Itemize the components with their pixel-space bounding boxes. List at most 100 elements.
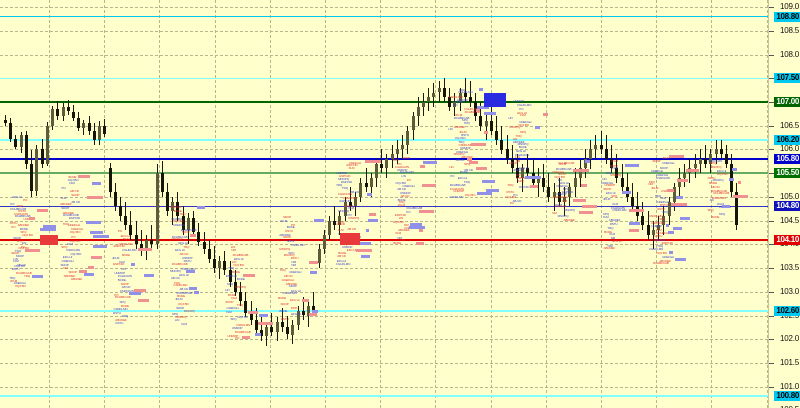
candle-body[interactable] bbox=[40, 149, 44, 164]
candle-body[interactable] bbox=[620, 177, 624, 188]
price-tag-105-50[interactable]: 105.50 bbox=[774, 168, 800, 179]
price-level-line-105-80[interactable] bbox=[0, 157, 768, 160]
candle-body[interactable] bbox=[260, 329, 263, 337]
candle-body[interactable] bbox=[202, 241, 206, 250]
candle-body[interactable] bbox=[51, 108, 54, 126]
candle-body[interactable] bbox=[228, 269, 232, 283]
candle-body[interactable] bbox=[61, 106, 65, 117]
candle-body[interactable] bbox=[207, 249, 211, 259]
candle-body[interactable] bbox=[254, 320, 258, 330]
candle-body[interactable] bbox=[134, 234, 138, 245]
price-level-line-108-80[interactable] bbox=[0, 15, 768, 18]
candle-body[interactable] bbox=[186, 217, 190, 231]
price-level-line-106-20[interactable] bbox=[0, 139, 768, 141]
candle-body[interactable] bbox=[589, 149, 593, 159]
candle-body[interactable] bbox=[312, 306, 316, 311]
candle-body[interactable] bbox=[594, 144, 598, 150]
candle-body[interactable] bbox=[526, 168, 530, 174]
candle-body[interactable] bbox=[557, 192, 561, 202]
price-tag-108-80[interactable]: 108.80 bbox=[774, 11, 800, 22]
candle-body[interactable] bbox=[364, 182, 368, 188]
candle-body[interactable] bbox=[651, 230, 655, 235]
candle-body[interactable] bbox=[14, 139, 18, 148]
candle-body[interactable] bbox=[604, 149, 608, 159]
candle-body[interactable] bbox=[385, 158, 389, 169]
price-level-line-102-60[interactable] bbox=[0, 310, 768, 312]
candle-body[interactable] bbox=[469, 97, 472, 102]
candle-body[interactable] bbox=[521, 168, 525, 178]
candle-body[interactable] bbox=[563, 196, 566, 202]
candle-body[interactable] bbox=[192, 217, 196, 232]
candle-body[interactable] bbox=[56, 108, 60, 117]
candle-body[interactable] bbox=[176, 201, 180, 216]
candle-body[interactable] bbox=[103, 125, 107, 135]
candle-body[interactable] bbox=[213, 258, 216, 269]
candle-body[interactable] bbox=[730, 163, 734, 193]
candle-body[interactable] bbox=[578, 168, 582, 178]
candle-body[interactable] bbox=[19, 135, 23, 148]
price-tag-106-20[interactable]: 106.20 bbox=[774, 135, 800, 145]
candle-body[interactable] bbox=[678, 177, 681, 188]
candle-body[interactable] bbox=[223, 260, 227, 270]
candle-body[interactable] bbox=[500, 140, 504, 150]
candle-body[interactable] bbox=[322, 234, 326, 249]
candle-body[interactable] bbox=[547, 187, 551, 197]
candle-body[interactable] bbox=[197, 232, 201, 242]
candle-body[interactable] bbox=[422, 102, 425, 107]
candle-body[interactable] bbox=[9, 123, 13, 139]
candle-body[interactable] bbox=[474, 102, 478, 117]
price-level-line-100-80[interactable] bbox=[0, 395, 768, 397]
candle-body[interactable] bbox=[270, 326, 274, 332]
candle-body[interactable] bbox=[24, 135, 28, 164]
price-level-line-104-10[interactable] bbox=[0, 238, 768, 241]
candle-body[interactable] bbox=[615, 168, 619, 178]
candle-body[interactable] bbox=[542, 177, 546, 188]
candle-body[interactable] bbox=[139, 244, 143, 251]
price-tag-100-80[interactable]: 100.80 bbox=[774, 391, 800, 402]
candle-body[interactable] bbox=[244, 301, 248, 313]
candle-body[interactable] bbox=[725, 154, 728, 164]
candle-body[interactable] bbox=[599, 144, 603, 150]
candle-body[interactable] bbox=[4, 120, 7, 124]
candle-body[interactable] bbox=[118, 206, 122, 216]
candle-body[interactable] bbox=[160, 173, 164, 193]
price-level-line-104-80[interactable] bbox=[0, 205, 768, 208]
candle-body[interactable] bbox=[66, 106, 70, 112]
candle-body[interactable] bbox=[98, 125, 101, 140]
candle-body[interactable] bbox=[662, 215, 666, 226]
candle-body[interactable] bbox=[495, 130, 499, 140]
candle-body[interactable] bbox=[348, 201, 352, 207]
candle-body[interactable] bbox=[610, 158, 613, 169]
candle-body[interactable] bbox=[92, 131, 96, 140]
price-tag-104-80[interactable]: 104.80 bbox=[774, 201, 800, 212]
candle-body[interactable] bbox=[505, 149, 509, 159]
price-axis[interactable]: 109.0108.5108.0107.5107.0106.5106.0105.5… bbox=[768, 0, 800, 408]
candle-body[interactable] bbox=[218, 260, 222, 269]
candle-body[interactable] bbox=[735, 192, 739, 226]
candle-body[interactable] bbox=[35, 149, 39, 192]
candle-body[interactable] bbox=[719, 149, 723, 155]
candle-body[interactable] bbox=[683, 173, 687, 178]
candle-body[interactable] bbox=[87, 122, 91, 132]
candle-body[interactable] bbox=[280, 322, 284, 327]
candle-body[interactable] bbox=[307, 306, 310, 316]
price-tag-105-80[interactable]: 105.80 bbox=[774, 153, 800, 164]
candle-body[interactable] bbox=[291, 325, 295, 335]
candle-body[interactable] bbox=[641, 215, 645, 226]
candle-body[interactable] bbox=[113, 192, 117, 207]
candle-body[interactable] bbox=[704, 158, 708, 164]
candle-body[interactable] bbox=[333, 220, 337, 226]
candle-body[interactable] bbox=[343, 201, 347, 216]
candle-body[interactable] bbox=[233, 282, 237, 292]
candle-body[interactable] bbox=[124, 215, 128, 226]
candle-body[interactable] bbox=[442, 87, 446, 98]
candle-body[interactable] bbox=[166, 192, 169, 212]
candle-body[interactable] bbox=[369, 177, 373, 188]
candle-body[interactable] bbox=[448, 97, 452, 107]
candle-body[interactable] bbox=[484, 121, 488, 126]
price-tag-107-00[interactable]: 107.00 bbox=[774, 97, 800, 107]
candle-body[interactable] bbox=[630, 196, 634, 207]
price-tag-104-10[interactable]: 104.10 bbox=[774, 234, 800, 245]
candle-body[interactable] bbox=[374, 163, 378, 178]
candle-body[interactable] bbox=[108, 168, 112, 193]
